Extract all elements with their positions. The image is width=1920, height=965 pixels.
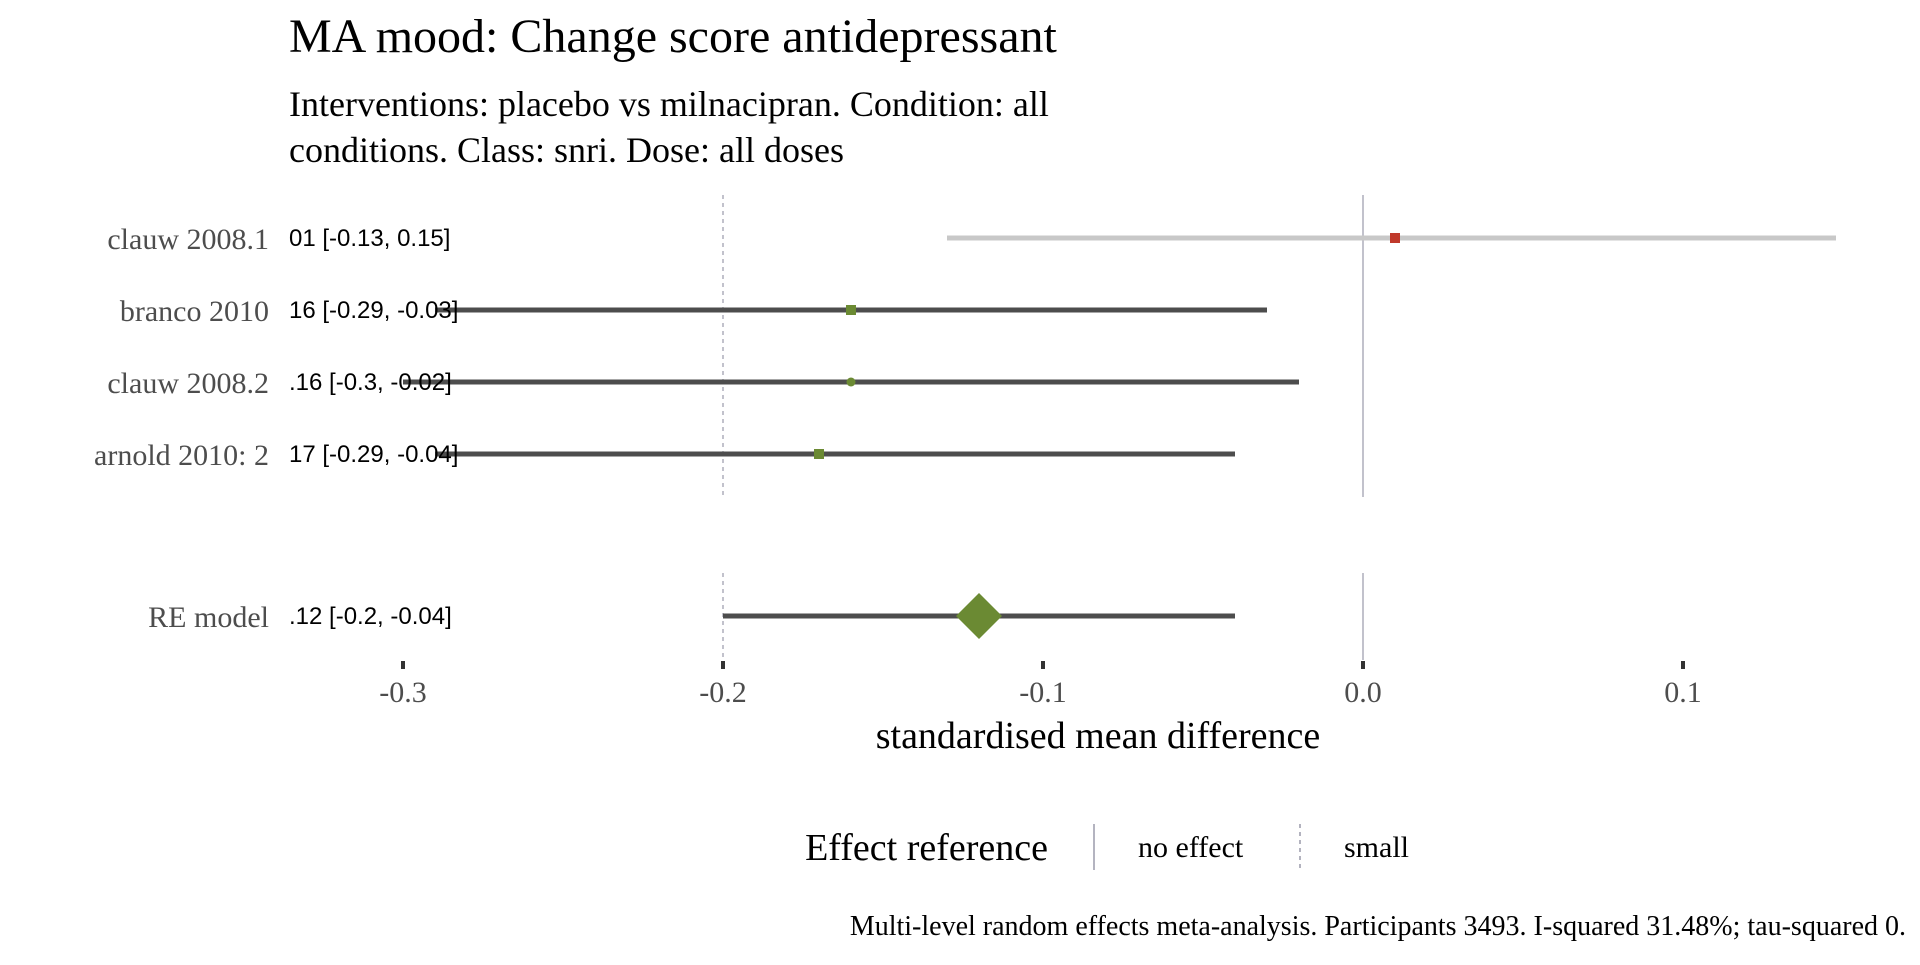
summary-diamond xyxy=(956,593,1002,639)
study-ci-text: 17 [-0.29, -0.04] xyxy=(289,441,458,468)
x-tick-label: -0.3 xyxy=(379,676,427,709)
study-label: arnold 2010: 2 xyxy=(94,439,269,472)
legend-label: small xyxy=(1344,831,1409,864)
x-tick-label: -0.2 xyxy=(699,676,747,709)
x-axis-label: standardised mean difference xyxy=(876,715,1321,757)
study-ci-text: 01 [-0.13, 0.15] xyxy=(289,225,450,252)
chart-caption: Multi-level random effects meta-analysis… xyxy=(850,911,1906,942)
legend-title: Effect reference xyxy=(805,827,1048,869)
x-tick-label: 0.0 xyxy=(1344,676,1382,709)
study-point xyxy=(1390,233,1400,243)
study-point xyxy=(846,305,856,315)
chart-subtitle-line-1: Interventions: placebo vs milnacipran. C… xyxy=(289,84,1049,124)
x-tick-label: -0.1 xyxy=(1019,676,1067,709)
study-ci-text: .16 [-0.3, -0.02] xyxy=(289,369,452,396)
legend-label: no effect xyxy=(1138,831,1244,864)
x-tick-label: 0.1 xyxy=(1664,676,1702,709)
study-label: clauw 2008.1 xyxy=(107,223,269,256)
study-label: branco 2010 xyxy=(120,295,269,328)
study-label: clauw 2008.2 xyxy=(107,367,269,400)
plot-layer: clauw 2008.1 01 [-0.13, 0.15] branco 2010 1… xyxy=(94,195,1836,870)
study-point xyxy=(846,377,856,387)
summary-ci-text: .12 [-0.2, -0.04] xyxy=(289,603,452,630)
study-point xyxy=(814,449,824,459)
study-ci-text: 16 [-0.29, -0.03] xyxy=(289,297,458,324)
chart-subtitle-line-2: conditions. Class: snri. Dose: all doses xyxy=(289,130,844,170)
chart-title: MA mood: Change score antidepressant xyxy=(289,10,1058,63)
summary-label: RE model xyxy=(148,601,269,634)
